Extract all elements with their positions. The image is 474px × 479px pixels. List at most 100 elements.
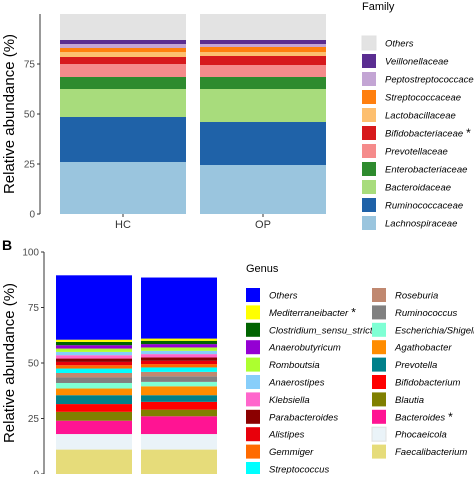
legend-label: Escherichia/Shigella [395, 325, 474, 336]
legend-swatch [246, 288, 260, 302]
bar-segment-ruminococcus-1 [56, 377, 132, 383]
x-tick-label: OP [255, 219, 271, 231]
bar-segment-blautia-2 [141, 409, 217, 417]
bar-segment-phocaeicola-2 [141, 434, 217, 450]
legend-item-peptostreptococcaceae: Peptostreptococcaceae [362, 72, 474, 86]
bar-segment-prevotellaceae-1 [60, 64, 186, 77]
legend-title: Genus [246, 263, 279, 275]
bar-segment-enterobacteriaceae-1 [60, 77, 186, 89]
legend-significance-star: * [448, 410, 453, 424]
legend-swatch [372, 409, 386, 424]
legend-label: Streptococcaceae [385, 93, 461, 104]
bar-segment-parabacteroides-2 [141, 357, 217, 361]
legend-item-escherichia-shigella: Escherichia/Shigella [372, 322, 474, 337]
legend-label: Others [269, 291, 298, 302]
bar-segment-alistipes-1 [56, 361, 132, 366]
y-tick-label: 75 [28, 303, 40, 314]
y-axis-title: Relative abundance (%) [1, 34, 18, 194]
bar-segment-clostridium-sensu-stricto-2 [141, 340, 217, 345]
y-tick-label: 25 [24, 160, 36, 171]
bar-segment-parabacteroides-1 [56, 358, 132, 362]
legend-label: Klebsiella [269, 395, 310, 406]
bar-segment-bifidobacteriaceae-2 [200, 56, 326, 65]
bar-segment-bifidobacteriaceae-1 [60, 57, 186, 64]
bar-segment-veillonellaceae-1 [60, 40, 186, 44]
legend-item-ruminococcaceae: Ruminococcaceae [362, 198, 463, 212]
y-tick-label: 75 [24, 60, 36, 71]
y-tick-label: 100 [22, 248, 39, 259]
bar-segment-clostridium-sensu-stricto-1 [56, 341, 132, 346]
bar-segment-lactobacillaceae-1 [60, 52, 186, 57]
legend-label: Bifidobacteriaceae [385, 129, 463, 140]
bar-segment-blautia-1 [56, 411, 132, 421]
legend-item-bacteroides: Bacteroides * [372, 409, 453, 424]
bar-segment-others-1 [56, 275, 132, 340]
bar-segment-mediterraneibacter-1 [56, 339, 132, 342]
bar-segment-faecalibacterium-1 [56, 449, 132, 474]
legend-label: Gemmiger [269, 447, 314, 458]
legend-swatch [362, 126, 376, 140]
y-axis-title: Relative abundance (%) [1, 283, 18, 443]
bar-segment-escherichia-shigella-2 [141, 381, 217, 387]
bar-segment-bacteroides-1 [56, 420, 132, 435]
bar-segment-anaerostipes-1 [56, 351, 132, 356]
bar-segment-klebsiella-2 [141, 354, 217, 358]
legend-label: Veillonellaceae [385, 57, 449, 68]
legend-label: Anaerobutyricum [268, 343, 341, 354]
legend-swatch [362, 180, 376, 194]
bar-segment-anaerobutyricum-1 [56, 345, 132, 349]
bar-segment-lachnospiraceae-1 [60, 162, 186, 214]
y-tick-label: 0 [29, 210, 35, 221]
panel-a-family-chart: HC OP 0 25 50 75 Relative abundance (%) Family O… [1, 1, 474, 231]
bar-segment-agathobacter-2 [141, 386, 217, 396]
legend-item-prevotellaceae: Prevotellaceae [362, 144, 448, 158]
legend-swatch [246, 322, 260, 337]
legend-item-agathobacter: Agathobacter [372, 340, 452, 355]
bar-segment-prevotella-2 [141, 395, 217, 402]
y-tick-label: 25 [28, 414, 40, 425]
bar-segment-others-2 [200, 14, 326, 40]
legend-item-parabacteroides: Parabacteroides [246, 409, 338, 424]
legend-label: Parabacteroides [269, 412, 338, 423]
legend-swatch [371, 426, 387, 442]
bar-segment-gemmiger-1 [56, 365, 132, 369]
legend-swatch [361, 35, 377, 51]
legend-item-mediterraneibacter: Mediterraneibacter * [246, 305, 356, 320]
legend-item-streptococcaceae: Streptococcaceae [362, 90, 461, 104]
bar-segment-faecalibacterium-2 [141, 449, 217, 474]
y-tick-label: 50 [28, 359, 40, 370]
legend-swatch [362, 90, 376, 104]
legend-significance-star: * [351, 305, 356, 319]
legend-title: Family [362, 1, 395, 13]
bar-segment-prevotellaceae-2 [200, 65, 326, 77]
legend-item-anaerostipes: Anaerostipes [246, 375, 325, 389]
bar-segment-others-2 [141, 277, 217, 339]
legend-label: Romboutsia [269, 360, 320, 371]
legend-item-lachnospiraceae: Lachnospiraceae [362, 216, 457, 230]
legend-item-gemmiger: Gemmiger [246, 444, 314, 459]
bar-segment-lactobacillaceae-2 [200, 52, 326, 56]
legend-label: Bacteroides [395, 412, 445, 423]
bar-segment-roseburia-2 [141, 371, 217, 377]
legend-label: Enterobacteriaceae [385, 165, 467, 176]
bar-segment-streptococcaceae-1 [60, 48, 186, 52]
bar-segment-escherichia-shigella-1 [56, 382, 132, 389]
legend-item-prevotella: Prevotella [372, 357, 437, 372]
bar-segment-peptostreptococcaceae-1 [60, 44, 186, 48]
bar-segment-ruminococcaceae-1 [60, 117, 186, 162]
legend-swatch [372, 392, 386, 407]
legend-label: Lactobacillaceae [385, 111, 456, 122]
bar-segment-streptococcus-1 [56, 368, 132, 373]
legend-swatch [372, 288, 386, 302]
bar-segment-streptococcaceae-2 [200, 47, 326, 52]
legend-label: Ruminococcus [395, 308, 458, 319]
legend-swatch [246, 375, 260, 389]
y-tick-label: 50 [24, 110, 36, 121]
bar-segment-ruminococcaceae-2 [200, 122, 326, 165]
legend-swatch [246, 392, 260, 407]
legend-swatch [362, 216, 376, 230]
bar-segment-bifidobacterium-2 [141, 401, 217, 410]
bar-segment-phocaeicola-1 [56, 434, 132, 450]
legend-label: Ruminococcaceae [385, 201, 463, 212]
